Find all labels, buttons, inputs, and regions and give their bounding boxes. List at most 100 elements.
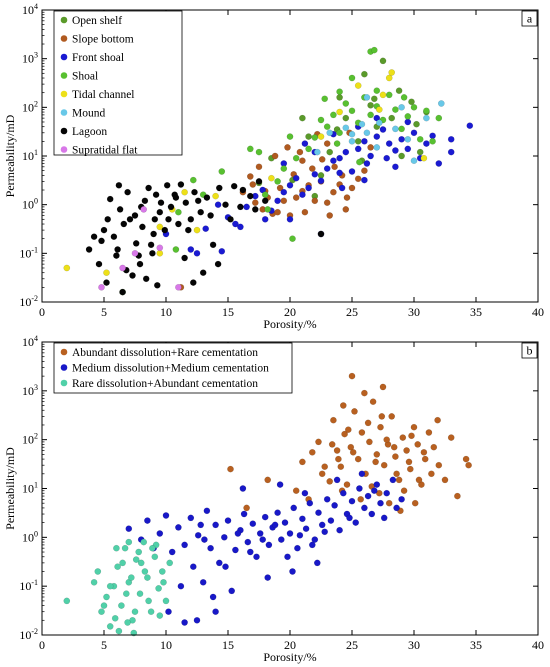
y-tick-label: 103	[22, 383, 38, 398]
data-point	[261, 197, 269, 205]
panel-label-box	[521, 342, 538, 359]
data-point	[380, 461, 388, 469]
data-point	[135, 548, 142, 556]
data-point	[292, 154, 300, 162]
data-point	[335, 455, 342, 463]
data-point	[308, 448, 316, 456]
data-point	[114, 563, 121, 571]
series-3	[119, 46, 443, 296]
data-point	[294, 544, 301, 552]
data-point	[255, 163, 263, 171]
data-point	[410, 423, 418, 431]
data-point	[292, 194, 300, 201]
legend: Abundant dissolution+Rare cementation Med…	[53, 342, 293, 394]
data-point	[447, 148, 455, 156]
data-point	[168, 548, 176, 556]
legend-marker	[60, 90, 68, 98]
data-point	[246, 173, 254, 180]
data-point	[163, 181, 171, 189]
data-point	[305, 184, 312, 192]
data-point	[299, 114, 306, 122]
x-tick-label: 5	[101, 638, 107, 652]
data-point	[385, 74, 393, 82]
data-point	[175, 208, 182, 216]
x-tick-label: 30	[408, 305, 420, 319]
data-point	[115, 627, 123, 635]
series-1	[125, 470, 405, 626]
legend-label: Rare dissolution+Abundant cementation	[72, 378, 258, 390]
data-point	[466, 122, 474, 129]
data-point	[377, 423, 384, 431]
data-point	[123, 590, 130, 598]
data-point	[342, 206, 350, 213]
data-point	[255, 178, 263, 185]
data-point	[292, 487, 300, 495]
data-point	[274, 208, 281, 216]
data-point	[222, 563, 229, 571]
data-point	[147, 608, 155, 616]
data-point	[224, 517, 232, 524]
data-point	[129, 272, 136, 279]
data-point	[251, 206, 259, 213]
data-point	[249, 520, 257, 528]
data-point	[317, 133, 325, 140]
data-point	[175, 283, 182, 291]
data-point	[373, 87, 381, 94]
legend-marker	[60, 53, 68, 61]
data-point	[118, 602, 125, 609]
data-point	[348, 168, 356, 175]
data-point	[280, 197, 288, 205]
data-points	[63, 46, 474, 296]
data-point	[214, 201, 222, 208]
data-point	[189, 563, 197, 571]
data-point	[158, 568, 166, 575]
data-point	[289, 235, 296, 242]
data-point	[165, 608, 172, 616]
data-point	[193, 226, 201, 234]
data-point	[349, 448, 357, 456]
data-point	[95, 260, 103, 268]
data-point	[306, 499, 314, 507]
x-tick-label: 15	[222, 638, 234, 652]
data-point	[321, 463, 329, 471]
data-point	[338, 184, 346, 192]
data-point	[342, 100, 350, 107]
data-point	[299, 515, 306, 523]
data-point	[299, 157, 306, 164]
data-point	[274, 197, 281, 205]
data-point	[326, 148, 334, 156]
data-point	[212, 192, 219, 200]
data-point	[218, 168, 226, 175]
legend-box	[53, 342, 293, 394]
data-point	[292, 174, 300, 182]
data-point	[348, 130, 356, 138]
data-point	[227, 215, 234, 223]
data-point	[441, 476, 449, 484]
data-point	[375, 119, 383, 127]
data-point	[228, 587, 235, 595]
data-point	[364, 492, 372, 500]
data-point	[421, 455, 429, 463]
data-point	[261, 215, 269, 223]
data-point	[113, 252, 120, 259]
data-point	[398, 152, 405, 160]
data-point	[379, 57, 387, 65]
data-point	[410, 104, 418, 111]
data-point	[114, 246, 121, 253]
data-point	[264, 574, 272, 581]
y-tick-label: 102	[22, 99, 38, 114]
data-point	[255, 148, 263, 156]
data-point	[375, 106, 383, 113]
data-point	[281, 519, 289, 526]
data-point	[336, 154, 343, 162]
panel-label: a	[527, 12, 533, 26]
data-point	[336, 94, 343, 101]
data-point	[425, 429, 433, 436]
data-point	[104, 215, 111, 223]
data-point	[437, 100, 445, 107]
data-point	[268, 174, 275, 182]
legend-marker	[60, 16, 68, 24]
y-tick-label: 10-2	[19, 627, 38, 642]
chart-panel-b: 0 5 10 15 20 25 30 35 40 10-2 10-1 100 101 102 103 104 P…	[3, 334, 544, 664]
data-point	[356, 158, 363, 166]
